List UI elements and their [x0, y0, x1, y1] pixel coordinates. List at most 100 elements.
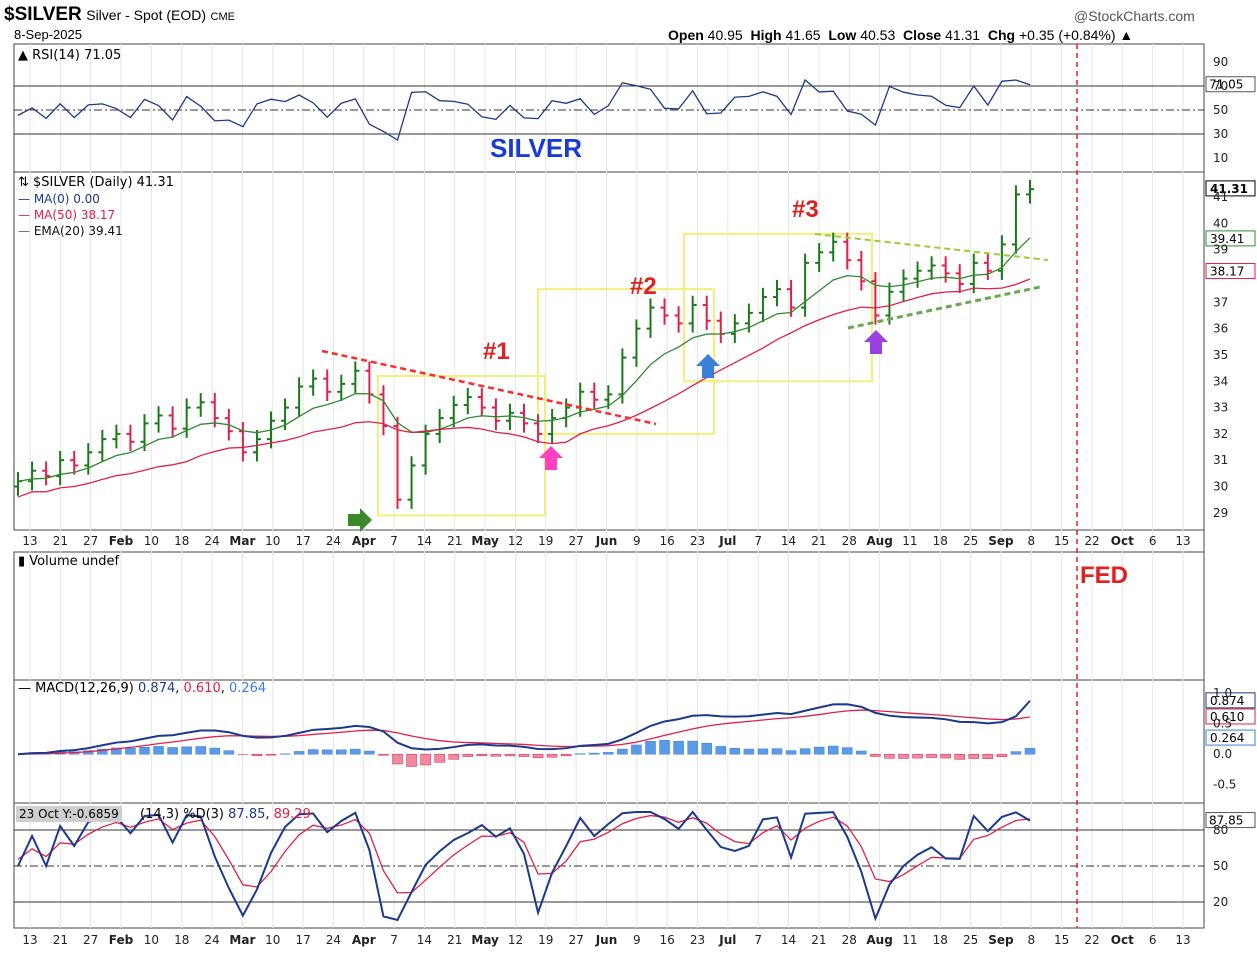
- source-credit: @StockCharts.com: [1074, 8, 1195, 24]
- x-tick-label: 16: [660, 933, 675, 947]
- annotation-3: #3: [792, 196, 819, 223]
- macd-hist-bar: [687, 740, 698, 755]
- x-tick-label: Jun: [595, 933, 618, 947]
- gridlines: [29, 44, 1184, 928]
- price-tick: 37: [1213, 295, 1228, 309]
- price-ma50-tag-box: [1205, 263, 1256, 280]
- legend-ma0: — MA(0) 0.00: [18, 192, 100, 206]
- x-tick-label: Jul: [718, 933, 736, 947]
- price-tick: 33: [1213, 401, 1228, 415]
- stoch-d-line: [17, 814, 1031, 894]
- volume-legend: ▮ Volume undef: [18, 554, 120, 569]
- x-tick-label: 22: [1084, 933, 1099, 947]
- x-tick-label: 10: [265, 933, 280, 947]
- magenta-arrow-icon: [539, 446, 563, 470]
- rsi-tick: 10: [1213, 151, 1228, 165]
- macd-tick: -0.5: [1213, 778, 1236, 792]
- x-tick-label: 18: [933, 933, 948, 947]
- stoch-value-tag: 87.85: [1209, 814, 1243, 828]
- x-tick-label: 13: [1175, 933, 1190, 947]
- x-tick-label: 18: [933, 534, 948, 548]
- x-tick-label: 24: [326, 933, 341, 947]
- macd-line: [17, 700, 1031, 756]
- macd-hist-bar: [771, 748, 783, 755]
- crosshair-readout: 23 Oct Y:-0.6859: [16, 806, 122, 822]
- macd-hist-bar: [181, 746, 192, 755]
- x-tick-label: 10: [265, 534, 280, 548]
- macd-hist-bar: [209, 747, 221, 755]
- x-tick-label: 6: [1149, 534, 1157, 548]
- rsi-panel: 71.05: [14, 76, 1256, 141]
- x-tick-label: Apr: [352, 933, 376, 947]
- ema20-line: [17, 237, 1031, 482]
- macd-hist-bar: [856, 750, 867, 755]
- x-tick-label: 23: [690, 534, 705, 548]
- x-tick-label: 27: [83, 534, 98, 548]
- macd-legend: — MACD(12,26,9) 0.874, 0.610, 0.264: [18, 681, 267, 696]
- axis-ticks: 13 13 21 21 27 27 Feb Feb 10 10 18 18 24 24 Mar Mar 10 10…: [22, 55, 1236, 947]
- macd-hist-bar: [968, 753, 980, 759]
- x-tick-label: 21: [447, 933, 462, 947]
- x-tick-label: Aug: [866, 534, 892, 548]
- stoch-tick: 80: [1213, 823, 1228, 837]
- legend-ma50: — MA(50) 38.17: [18, 208, 116, 222]
- price-ema-tag-box: [1205, 230, 1256, 247]
- x-tick-label: 14: [781, 933, 796, 947]
- macd-hist-bar: [785, 750, 797, 755]
- price-last-tag-box: [1205, 180, 1256, 197]
- stoch-panel: 87.85: [14, 810, 1256, 922]
- x-tick-label: Mar: [229, 534, 255, 548]
- ohlc-readout: Open 40.95 High 41.65 Low 40.53 Close 41…: [668, 27, 1134, 43]
- signal-tag: 0.610: [1210, 710, 1244, 724]
- x-tick-label: 7: [754, 933, 762, 947]
- silver-banner: SILVER: [490, 133, 582, 163]
- x-tick-label: 21: [811, 534, 826, 548]
- instrument-name: Silver - Spot (EOD): [86, 7, 207, 23]
- x-tick-label: 27: [83, 933, 98, 947]
- x-tick-label: 9: [633, 534, 641, 548]
- macd-hist-bar: [293, 751, 305, 755]
- macd-hist-bar: [448, 753, 459, 760]
- x-tick-label: May: [471, 534, 499, 548]
- x-tick-label: 9: [633, 933, 641, 947]
- red-trendline: [321, 349, 657, 426]
- price-tick: 34: [1213, 374, 1228, 388]
- stoch-value-tag-box: [1205, 812, 1256, 829]
- x-tick-label: 21: [53, 534, 68, 548]
- green-arrow-icon: [348, 508, 372, 532]
- macd-hist-bar: [546, 753, 558, 758]
- macd-hist-bar: [589, 752, 600, 755]
- x-tick-label: 11: [902, 933, 917, 947]
- x-tick-label: 27: [569, 534, 584, 548]
- macd-hist-bar: [251, 753, 263, 756]
- macd-hist-bar: [195, 746, 206, 755]
- x-tick-label: 28: [842, 933, 857, 947]
- macd-hist-bar: [743, 748, 755, 755]
- x-tick-label: 14: [417, 933, 432, 947]
- x-tick-label: 7: [754, 534, 762, 548]
- macd-hist-bar: [321, 749, 333, 755]
- x-tick-label: 15: [1054, 534, 1069, 548]
- rsi-tick: 30: [1213, 127, 1228, 141]
- macd-tick: 0.0: [1213, 747, 1232, 761]
- macd-hist-bar: [378, 753, 389, 756]
- x-tick-label: 8: [1027, 534, 1035, 548]
- x-tick-label: 27: [569, 933, 584, 947]
- panel-frame: [13, 43, 1205, 173]
- macd-hist-bar: [307, 749, 319, 755]
- price-ema-tag: 39.41: [1210, 232, 1244, 246]
- x-tick-label: 11: [902, 534, 917, 548]
- price-tick: 41: [1213, 190, 1228, 204]
- rsi-tick: 50: [1213, 103, 1228, 117]
- macd-hist-bar: [364, 750, 375, 755]
- macd-hist-bar: [392, 753, 403, 765]
- macd-hist-bar: [813, 746, 825, 755]
- x-tick-label: May: [471, 933, 499, 947]
- panel-frames: [13, 43, 1205, 929]
- fed-label: FED: [1080, 562, 1128, 589]
- macd-hist-bar: [1010, 751, 1022, 755]
- x-tick-label: 24: [204, 933, 219, 947]
- macd-hist-bar: [490, 753, 502, 757]
- stoch-tick: 20: [1213, 895, 1228, 909]
- x-tick-label: Aug: [866, 933, 892, 947]
